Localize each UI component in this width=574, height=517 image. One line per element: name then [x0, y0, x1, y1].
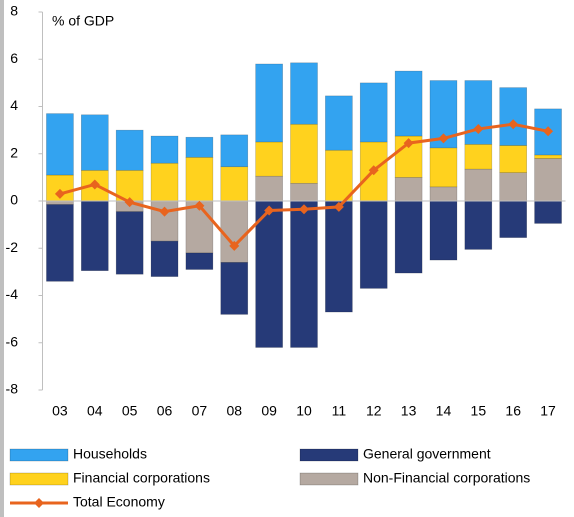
bar-segment — [429, 200, 458, 261]
bar-segment — [81, 114, 109, 171]
x-tick-label: 05 — [122, 403, 138, 419]
x-tick-label: 06 — [157, 403, 173, 419]
bar-segment — [255, 200, 283, 348]
bar-segment — [290, 123, 318, 184]
bar-segment — [325, 95, 353, 151]
annotation: % of GDP — [52, 13, 114, 29]
line-marker — [333, 201, 344, 212]
y-tick-label: 2 — [10, 144, 18, 160]
line-marker — [194, 200, 205, 211]
x-tick-label: 17 — [540, 403, 556, 419]
bar-segment — [394, 70, 423, 137]
bar-segment — [185, 252, 214, 270]
bar-segment — [115, 129, 144, 171]
bar-segment — [255, 63, 283, 143]
bar-segment — [185, 156, 214, 202]
legend-label: Total Economy — [73, 494, 165, 510]
x-tick-label: 16 — [505, 403, 521, 419]
x-tick-label: 14 — [436, 403, 452, 419]
bar-segment — [81, 200, 109, 271]
bar-segment — [150, 240, 179, 277]
bar-segment — [46, 113, 74, 176]
x-tick-label: 04 — [87, 403, 103, 419]
bar-segment — [534, 200, 562, 224]
bar-segment — [115, 211, 144, 275]
x-tick-label: 07 — [192, 403, 208, 419]
bar-segment — [359, 200, 388, 289]
bar-segment — [290, 182, 318, 202]
bar-segment — [464, 144, 493, 170]
bar-segment — [290, 200, 318, 348]
x-tick-label: 15 — [471, 403, 487, 419]
legend-label: Financial corporations — [73, 470, 210, 486]
legend-swatch — [9, 448, 69, 462]
x-tick-label: 12 — [366, 403, 382, 419]
bar-segment — [255, 141, 283, 177]
bar-segment — [499, 172, 528, 202]
line-marker — [54, 188, 65, 199]
bar-segment — [429, 147, 458, 188]
x-tick-label: 11 — [332, 403, 347, 419]
bar-segment — [290, 62, 318, 125]
bar-segment — [220, 166, 249, 202]
bar-segment — [499, 200, 528, 238]
x-tick-label: 09 — [261, 403, 277, 419]
legend-label: General government — [363, 446, 491, 462]
line-marker — [264, 205, 275, 216]
bar-segment — [185, 136, 214, 158]
line-marker — [438, 133, 449, 144]
legend-swatch — [299, 448, 359, 462]
x-tick-label: 13 — [401, 403, 417, 419]
line-marker — [403, 138, 414, 149]
legend-marker — [34, 498, 44, 508]
bar-segment — [325, 149, 353, 202]
line-marker — [229, 240, 240, 251]
x-tick-label: 10 — [296, 403, 312, 419]
bar-segment — [464, 168, 493, 202]
bar-segment — [534, 154, 562, 159]
y-tick-label: 4 — [10, 97, 18, 113]
line-marker — [543, 126, 554, 137]
line-marker — [89, 179, 100, 190]
bar-segment — [220, 262, 249, 315]
y-tick-label: 0 — [10, 192, 18, 208]
bar-segment — [394, 177, 423, 202]
bar-segment — [359, 82, 388, 143]
bar-segment — [150, 162, 179, 202]
legend-label: Households — [73, 446, 147, 462]
y-tick-label: -8 — [6, 381, 19, 397]
x-tick-label: 03 — [52, 403, 68, 419]
bar-segment — [429, 186, 458, 202]
bar-segment — [220, 200, 249, 263]
bar-segment — [464, 80, 493, 145]
bar-segment — [464, 200, 493, 250]
bar-segment — [534, 158, 562, 202]
bar-segment — [220, 134, 249, 168]
bar-segment — [499, 145, 528, 173]
bar-segment — [499, 87, 528, 146]
line-marker — [124, 197, 135, 208]
legend-swatch — [299, 472, 359, 486]
line-marker — [508, 119, 519, 130]
y-tick-label: 8 — [10, 3, 18, 19]
bar-segment — [325, 200, 353, 313]
y-tick-label: 6 — [10, 50, 18, 66]
line-marker — [473, 123, 484, 134]
legend-swatch — [9, 472, 69, 486]
line-marker — [299, 204, 309, 215]
y-tick-label: -2 — [6, 239, 19, 255]
bar-segment — [46, 204, 74, 282]
line-marker — [159, 206, 170, 217]
y-tick-label: -4 — [6, 286, 19, 302]
bar-segment — [255, 175, 283, 202]
legend-label: Non-Financial corporations — [363, 470, 530, 486]
line-marker — [368, 165, 379, 176]
bar-segment — [150, 135, 179, 164]
x-tick-label: 08 — [226, 403, 242, 419]
bar-segment — [46, 200, 74, 205]
y-tick-label: -6 — [6, 333, 19, 349]
bar-segment — [394, 200, 423, 274]
left-border — [0, 0, 4, 517]
